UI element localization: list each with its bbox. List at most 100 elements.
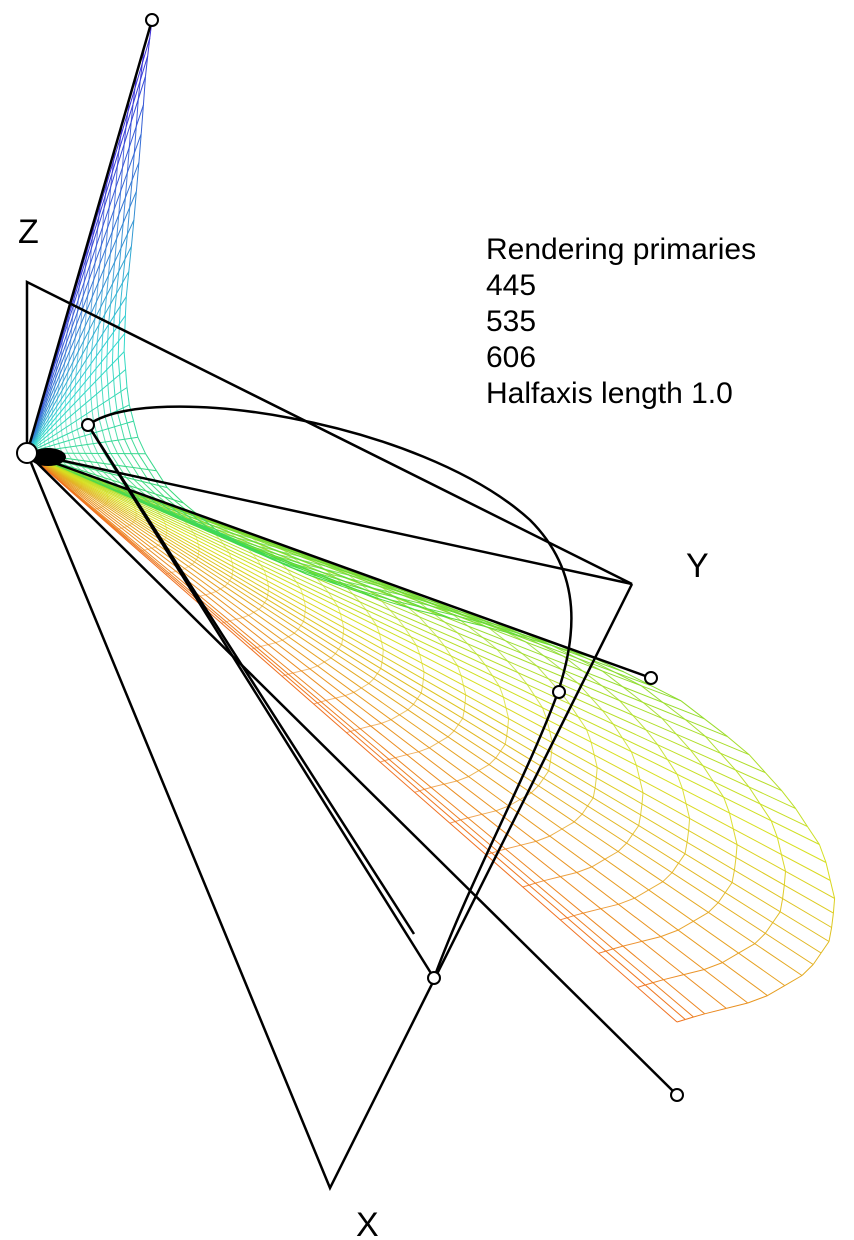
mesh-contour-segment bbox=[256, 645, 261, 648]
mesh-contour-segment bbox=[303, 569, 336, 582]
mesh-contour-segment bbox=[135, 99, 139, 127]
mesh-contour-segment bbox=[376, 584, 405, 594]
mesh-contour-segment bbox=[422, 679, 424, 687]
mesh-contour-segment bbox=[85, 403, 88, 414]
mesh-contour-segment bbox=[57, 438, 60, 444]
mesh-contour-segment bbox=[210, 591, 217, 594]
mesh-contour-segment bbox=[111, 347, 114, 364]
mesh-contour-segment bbox=[693, 1013, 705, 1018]
mesh-contour-segment bbox=[263, 569, 267, 576]
mesh-contour-segment bbox=[478, 764, 490, 772]
mesh-contour-segment bbox=[179, 509, 197, 524]
mesh-contour-segment bbox=[115, 486, 120, 490]
mesh-contour-segment bbox=[106, 501, 108, 504]
mesh-contour-segment bbox=[135, 510, 137, 514]
mesh-contour-segment bbox=[457, 665, 462, 676]
mesh-contour-segment bbox=[754, 933, 766, 945]
mesh-contour-segment bbox=[139, 550, 142, 552]
mesh-contour-segment bbox=[107, 428, 113, 442]
mesh-contour-segment bbox=[106, 275, 109, 296]
mesh-contour-segment bbox=[64, 468, 70, 472]
mesh-contour-segment bbox=[141, 499, 159, 510]
mesh-contour-segment bbox=[491, 850, 498, 854]
mesh-contour-segment bbox=[87, 329, 90, 345]
mesh-contour-segment bbox=[770, 820, 778, 838]
mesh-contour-segment bbox=[75, 363, 78, 377]
mesh-contour-segment bbox=[337, 606, 341, 614]
mesh-contour-segment bbox=[99, 245, 102, 265]
mesh-contour-segment bbox=[98, 418, 103, 431]
mesh-contour-segment bbox=[139, 63, 143, 81]
mesh-contour-segment bbox=[349, 578, 378, 586]
mesh-contour-segment bbox=[151, 504, 171, 515]
mesh-contour-segment bbox=[237, 537, 257, 544]
mesh-contour-segment bbox=[825, 862, 831, 881]
mesh-contour-segment bbox=[352, 593, 361, 603]
mesh-contour-segment bbox=[236, 539, 258, 547]
mesh-contour-segment bbox=[199, 594, 206, 597]
mesh-contour-segment bbox=[638, 814, 642, 826]
mesh-contour-segment bbox=[356, 589, 391, 601]
mesh-contour-segment bbox=[92, 318, 96, 336]
mesh-contour-segment bbox=[85, 359, 87, 372]
mesh-contour-segment bbox=[248, 611, 254, 616]
mesh-contour-segment bbox=[379, 633, 382, 642]
mesh-contour-segment bbox=[419, 654, 423, 664]
mesh-contour-segment bbox=[215, 534, 220, 540]
mesh-contour-segment bbox=[726, 1002, 748, 1009]
blue-primary-axis bbox=[25, 19, 154, 454]
mesh-contour-segment bbox=[162, 508, 183, 520]
mesh-contour-segment bbox=[64, 352, 67, 363]
mesh-contour-segment bbox=[79, 487, 81, 489]
mesh-contour-segment bbox=[468, 770, 480, 778]
mesh-contour-segment bbox=[266, 580, 270, 587]
mesh-contour-segment bbox=[645, 729, 658, 746]
mesh-contour-segment bbox=[78, 437, 82, 446]
mesh-contour-segment bbox=[348, 574, 361, 584]
primary-marker bbox=[16, 442, 38, 464]
mesh-contour-segment bbox=[91, 410, 95, 422]
mesh-contour-segment bbox=[225, 548, 230, 554]
mesh-contour-segment bbox=[430, 783, 445, 788]
mesh-contour-segment bbox=[62, 461, 68, 467]
mesh-contour-segment bbox=[93, 479, 104, 486]
mesh-contour-segment bbox=[55, 364, 58, 372]
mesh-contour-segment bbox=[104, 416, 109, 429]
mesh-contour-segment bbox=[111, 440, 118, 454]
mesh-contour-segment bbox=[453, 724, 459, 732]
mesh-contour-segment bbox=[119, 374, 122, 392]
mesh-contour-segment bbox=[96, 324, 100, 343]
mesh-contour-segment bbox=[100, 505, 104, 508]
mesh-contour-segment bbox=[495, 805, 509, 812]
mesh-contour-segment bbox=[102, 207, 105, 227]
mesh-contour-segment bbox=[100, 288, 103, 308]
mesh-contour-segment bbox=[783, 871, 786, 886]
mesh-radial-line bbox=[26, 452, 808, 828]
mesh-contour-segment bbox=[481, 810, 497, 815]
mesh-contour-segment bbox=[463, 702, 466, 711]
mesh-contour-segment bbox=[132, 503, 135, 507]
mesh-contour-segment bbox=[84, 310, 87, 327]
mesh-radial-line bbox=[26, 133, 142, 454]
mesh-contour-segment bbox=[367, 590, 400, 599]
mesh-contour-segment bbox=[573, 813, 583, 823]
mesh-contour-segment bbox=[207, 529, 232, 542]
mesh-contour-segment bbox=[97, 216, 100, 229]
mesh-contour-segment bbox=[549, 752, 553, 762]
legend-primary-3: 606 bbox=[486, 341, 537, 374]
mesh-radial-line bbox=[26, 452, 814, 965]
mesh-contour-segment bbox=[114, 395, 118, 411]
mesh-contour-segment bbox=[111, 209, 115, 232]
mesh-contour-segment bbox=[102, 486, 105, 489]
mesh-contour-segment bbox=[98, 205, 101, 217]
mesh-contour-segment bbox=[58, 443, 61, 449]
mesh-contour-segment bbox=[113, 489, 126, 496]
mesh-contour-segment bbox=[309, 665, 318, 670]
mesh-contour-segment bbox=[249, 546, 276, 557]
mesh-contour-segment bbox=[704, 735, 721, 754]
mesh-contour-segment bbox=[130, 437, 139, 455]
mesh-contour-segment bbox=[105, 182, 108, 195]
mesh-contour-segment bbox=[124, 172, 128, 198]
mesh-contour-segment bbox=[157, 542, 162, 546]
mesh-contour-segment bbox=[381, 600, 391, 611]
